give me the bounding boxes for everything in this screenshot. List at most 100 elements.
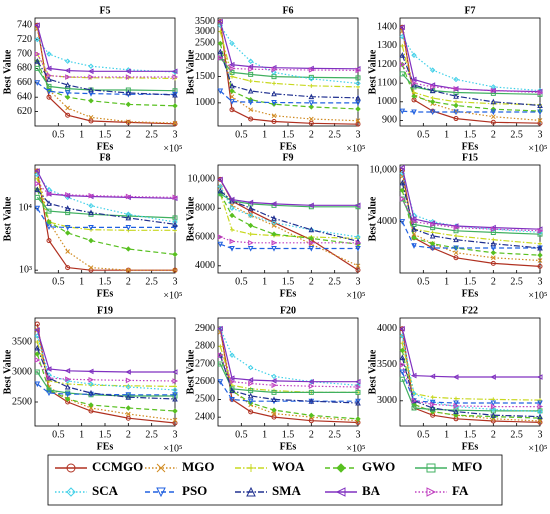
point-marker bbox=[247, 398, 254, 405]
series-line bbox=[36, 329, 176, 421]
x-tick-label: 1 bbox=[444, 276, 449, 287]
point-marker bbox=[399, 61, 406, 68]
point-marker bbox=[355, 94, 361, 101]
plot-area bbox=[399, 17, 541, 127]
point-marker bbox=[228, 375, 235, 382]
point-marker bbox=[35, 340, 40, 344]
point-marker bbox=[64, 230, 71, 236]
point-marker bbox=[34, 344, 41, 351]
point-marker bbox=[46, 238, 52, 244]
y-tick-label: 740 bbox=[17, 19, 32, 30]
point-marker bbox=[172, 387, 178, 393]
point-marker bbox=[125, 415, 131, 421]
series-line bbox=[219, 23, 359, 122]
y-axis-label: Best Value bbox=[185, 49, 196, 94]
x-multiplier: ×10⁵ bbox=[528, 143, 547, 154]
y-tick-label: 700 bbox=[17, 48, 32, 59]
point-marker bbox=[411, 226, 417, 232]
point-marker bbox=[217, 234, 224, 240]
point-marker bbox=[355, 239, 362, 246]
point-marker bbox=[88, 381, 94, 387]
y-axis-label: Best Value bbox=[2, 49, 13, 94]
point-marker bbox=[88, 389, 94, 396]
point-marker bbox=[172, 194, 179, 201]
point-marker bbox=[88, 391, 94, 398]
point-marker bbox=[355, 118, 361, 124]
point-marker bbox=[172, 224, 178, 231]
point-marker bbox=[355, 416, 361, 422]
y-tick-label: 2000 bbox=[195, 52, 215, 63]
point-marker bbox=[453, 403, 460, 409]
point-marker bbox=[354, 202, 361, 209]
x-tick-label: 2.5 bbox=[510, 429, 523, 440]
plot-area bbox=[217, 17, 359, 127]
point-marker bbox=[125, 119, 131, 125]
point-marker bbox=[453, 416, 459, 422]
point-marker bbox=[87, 368, 94, 375]
point-marker bbox=[490, 255, 496, 261]
point-marker bbox=[34, 369, 40, 375]
point-marker bbox=[64, 67, 71, 74]
legend-marker bbox=[247, 464, 255, 472]
y-tick-label: 4000 bbox=[195, 260, 215, 271]
x-tick-label: 1 bbox=[444, 129, 449, 140]
point-marker bbox=[490, 87, 497, 94]
point-marker bbox=[355, 204, 361, 210]
point-marker bbox=[453, 116, 459, 122]
x-tick-label: 2.5 bbox=[328, 276, 341, 287]
point-marker bbox=[355, 75, 361, 81]
x-tick-label: 2 bbox=[491, 429, 496, 440]
y-tick-label: 3000 bbox=[377, 395, 397, 406]
point-marker bbox=[411, 390, 417, 397]
point-marker bbox=[217, 176, 223, 183]
point-marker bbox=[229, 88, 235, 94]
x-tick-label: 2 bbox=[126, 276, 131, 287]
x-tick-label: 3 bbox=[356, 429, 361, 440]
point-marker bbox=[248, 116, 254, 122]
point-marker bbox=[171, 195, 178, 202]
point-marker bbox=[308, 76, 315, 82]
point-marker bbox=[125, 91, 132, 98]
point-marker bbox=[46, 186, 52, 193]
legend-label: SMA bbox=[272, 483, 302, 498]
point-marker bbox=[490, 400, 497, 407]
point-marker bbox=[65, 105, 71, 111]
point-marker bbox=[411, 80, 418, 86]
point-marker bbox=[271, 373, 277, 380]
point-marker bbox=[271, 219, 277, 226]
x-tick-label: 0.5 bbox=[235, 129, 248, 140]
x-multiplier: ×10⁵ bbox=[163, 143, 182, 154]
point-marker bbox=[172, 215, 178, 221]
point-marker bbox=[430, 401, 436, 408]
point-marker bbox=[271, 90, 277, 97]
point-marker bbox=[247, 377, 254, 383]
point-marker bbox=[65, 390, 71, 396]
y-tick-label: 2700 bbox=[195, 358, 215, 369]
point-marker bbox=[229, 94, 235, 100]
point-marker bbox=[125, 246, 132, 252]
point-marker bbox=[490, 403, 497, 410]
point-marker bbox=[229, 212, 235, 219]
point-marker bbox=[271, 239, 278, 246]
point-marker bbox=[453, 400, 459, 407]
y-tick-label: 1400 bbox=[377, 22, 397, 33]
point-marker bbox=[88, 376, 95, 383]
point-marker bbox=[490, 412, 497, 418]
point-marker bbox=[271, 66, 278, 73]
point-marker bbox=[308, 239, 315, 246]
point-marker bbox=[271, 246, 277, 252]
x-tick-label: 2.5 bbox=[510, 129, 523, 140]
x-tick-label: 3 bbox=[173, 429, 178, 440]
point-marker bbox=[88, 237, 94, 244]
point-marker bbox=[248, 409, 254, 415]
x-tick-label: 0.5 bbox=[417, 429, 430, 440]
y-tick-label: 2900 bbox=[195, 323, 215, 334]
point-marker bbox=[537, 229, 543, 236]
point-marker bbox=[270, 201, 277, 207]
point-marker bbox=[217, 187, 224, 194]
point-marker bbox=[453, 245, 459, 252]
point-marker bbox=[453, 250, 459, 256]
point-marker bbox=[230, 74, 234, 79]
point-marker bbox=[34, 357, 41, 363]
point-marker bbox=[399, 369, 406, 376]
